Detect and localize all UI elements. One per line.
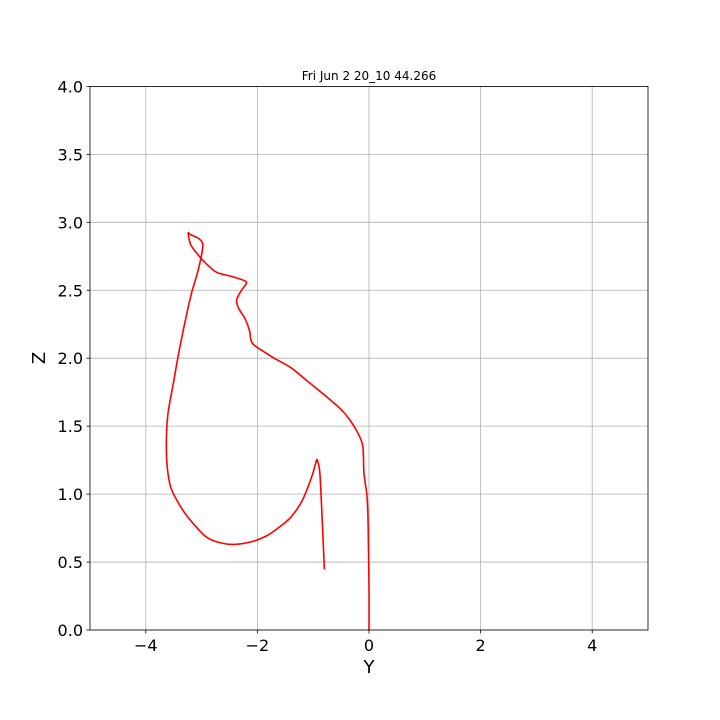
y-tick-label: 3.0 — [58, 213, 83, 232]
x-tick-label: 4 — [587, 636, 597, 655]
y-tick-label: 2.0 — [58, 349, 83, 368]
series-line-trajectory — [165, 231, 370, 631]
y-tick-label: 4.0 — [58, 77, 83, 96]
x-tick-label: 0 — [364, 636, 374, 655]
ticks: −4 −2 0 2 4 0.0 0.5 1.0 1.5 2.0 2.5 3.0 3.5 4.0 — [58, 77, 598, 655]
x-tick-label: −2 — [246, 636, 270, 655]
y-tick-label: 2.5 — [58, 281, 83, 300]
y-axis-label: Z — [29, 352, 50, 364]
x-axis-label: Y — [363, 657, 376, 678]
y-tick-label: 0.5 — [58, 553, 83, 572]
y-tick-label: 0.0 — [58, 621, 83, 640]
series-layer — [165, 231, 370, 631]
chart-title: Fri Jun 2 20_10 44.266 — [302, 69, 436, 83]
x-tick-label: −4 — [134, 636, 158, 655]
x-tick-label: 2 — [476, 636, 486, 655]
y-tick-label: 1.0 — [58, 485, 83, 504]
y-tick-label: 3.5 — [58, 145, 83, 164]
plot-area: −4 −2 0 2 4 0.0 0.5 1.0 1.5 2.0 2.5 3.0 3.5 4.0 — [58, 77, 649, 655]
y-tick-label: 1.5 — [58, 417, 83, 436]
